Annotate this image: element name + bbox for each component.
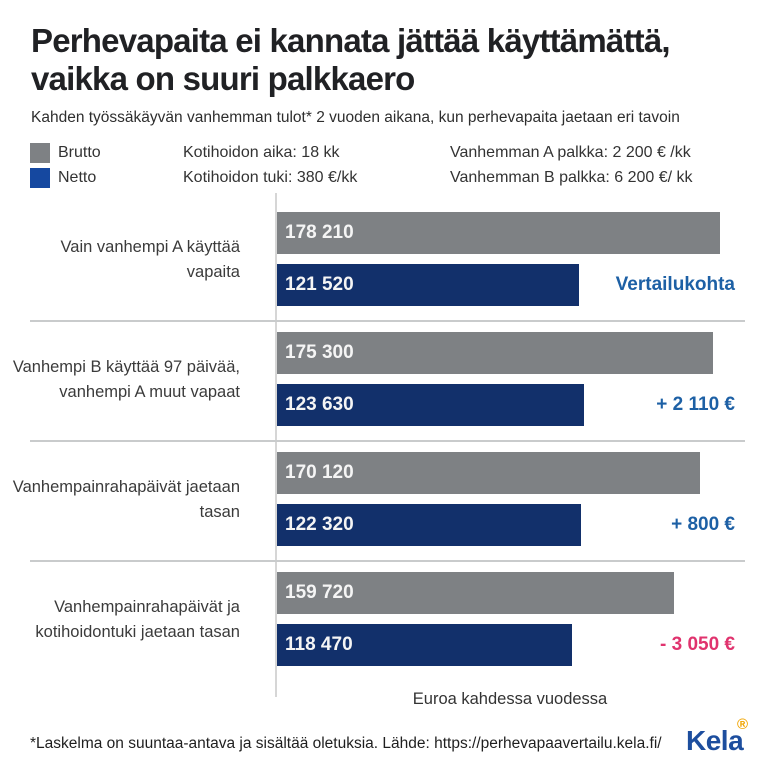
kela-logo-text: Kela <box>686 725 744 756</box>
brutto-bar: 175 300 <box>277 332 713 374</box>
row-separator <box>30 440 745 442</box>
netto-value: 123 630 <box>285 394 354 415</box>
chart-row-4: Vanhempainrahapäivät ja kotihoidontuki j… <box>0 562 768 682</box>
footnote: *Laskelma on suuntaa-antava ja sisältää … <box>30 735 662 752</box>
legend-info-salaries: Vanhemman A palkka: 2 200 € /kk Vanhemma… <box>450 143 693 193</box>
row-separator <box>30 320 745 322</box>
page-title: Perhevapaita ei kannata jättää käyttämät… <box>31 22 671 97</box>
brutto-bar: 159 720 <box>277 572 674 614</box>
bar-chart: Vain vanhempi A käyttää vapaita 178 210 … <box>0 193 768 708</box>
netto-bar: 121 520 <box>277 264 580 306</box>
brutto-value: 170 120 <box>285 462 354 483</box>
brutto-value: 175 300 <box>285 342 354 363</box>
netto-value: 122 320 <box>285 514 354 535</box>
kela-logo: Kela ® <box>686 716 748 760</box>
parent-a-salary: Vanhemman A palkka: 2 200 € /kk <box>450 144 691 161</box>
chart-row-3: Vanhempainrahapäivät jaetaan tasan 170 1… <box>0 442 768 562</box>
registered-trademark-icon: ® <box>736 716 748 733</box>
legend-key-netto: Netto <box>30 168 101 188</box>
parent-b-salary: Vanhemman B palkka: 6 200 €/ kk <box>450 169 693 186</box>
row-annotation: Vertailukohta <box>615 274 735 295</box>
brutto-value: 159 720 <box>285 582 354 603</box>
homecare-duration: Kotihoidon aika: 18 kk <box>183 144 340 161</box>
brutto-label: Brutto <box>58 144 101 161</box>
row-annotation: - 3 050 € <box>660 634 735 655</box>
brutto-bar: 178 210 <box>277 212 720 254</box>
brutto-bar: 170 120 <box>277 452 700 494</box>
legend-keys: Brutto Netto <box>30 143 101 193</box>
legend-info-homecare: Kotihoidon aika: 18 kk Kotihoidon tuki: … <box>183 143 357 193</box>
row-annotation: + 800 € <box>671 514 735 535</box>
netto-value: 118 470 <box>285 634 353 655</box>
category-label: Vain vanhempi A käyttää vapaita <box>60 237 240 281</box>
netto-label: Netto <box>58 169 97 186</box>
category-label: Vanhempi B käyttää 97 päivää, vanhempi A… <box>12 357 240 401</box>
netto-bar: 122 320 <box>277 504 582 546</box>
chart-row-2: Vanhempi B käyttää 97 päivää, vanhempi A… <box>0 322 768 442</box>
y-axis-line <box>275 193 277 697</box>
homecare-allowance: Kotihoidon tuki: 380 €/kk <box>183 169 358 186</box>
netto-bar: 123 630 <box>277 384 585 426</box>
x-axis-label: Euroa kahdessa vuodessa <box>412 690 608 708</box>
brutto-swatch <box>30 143 50 163</box>
legend-key-brutto: Brutto <box>30 143 101 163</box>
row-annotation: + 2 110 € <box>656 394 735 415</box>
netto-bar: 118 470 <box>277 624 572 666</box>
netto-swatch <box>30 168 50 188</box>
brutto-value: 178 210 <box>285 222 354 243</box>
category-label: Vanhempainrahapäivät jaetaan tasan <box>12 477 240 521</box>
chart-row-1: Vain vanhempi A käyttää vapaita 178 210 … <box>0 202 768 322</box>
legend: Brutto Netto Kotihoidon aika: 18 kk Koti… <box>0 143 768 193</box>
category-label: Vanhempainrahapäivät ja kotihoidontuki j… <box>35 597 240 641</box>
subtitle: Kahden työssäkäyvän vanhemman tulot* 2 v… <box>31 109 680 126</box>
row-separator <box>30 560 745 562</box>
netto-value: 121 520 <box>285 274 354 295</box>
